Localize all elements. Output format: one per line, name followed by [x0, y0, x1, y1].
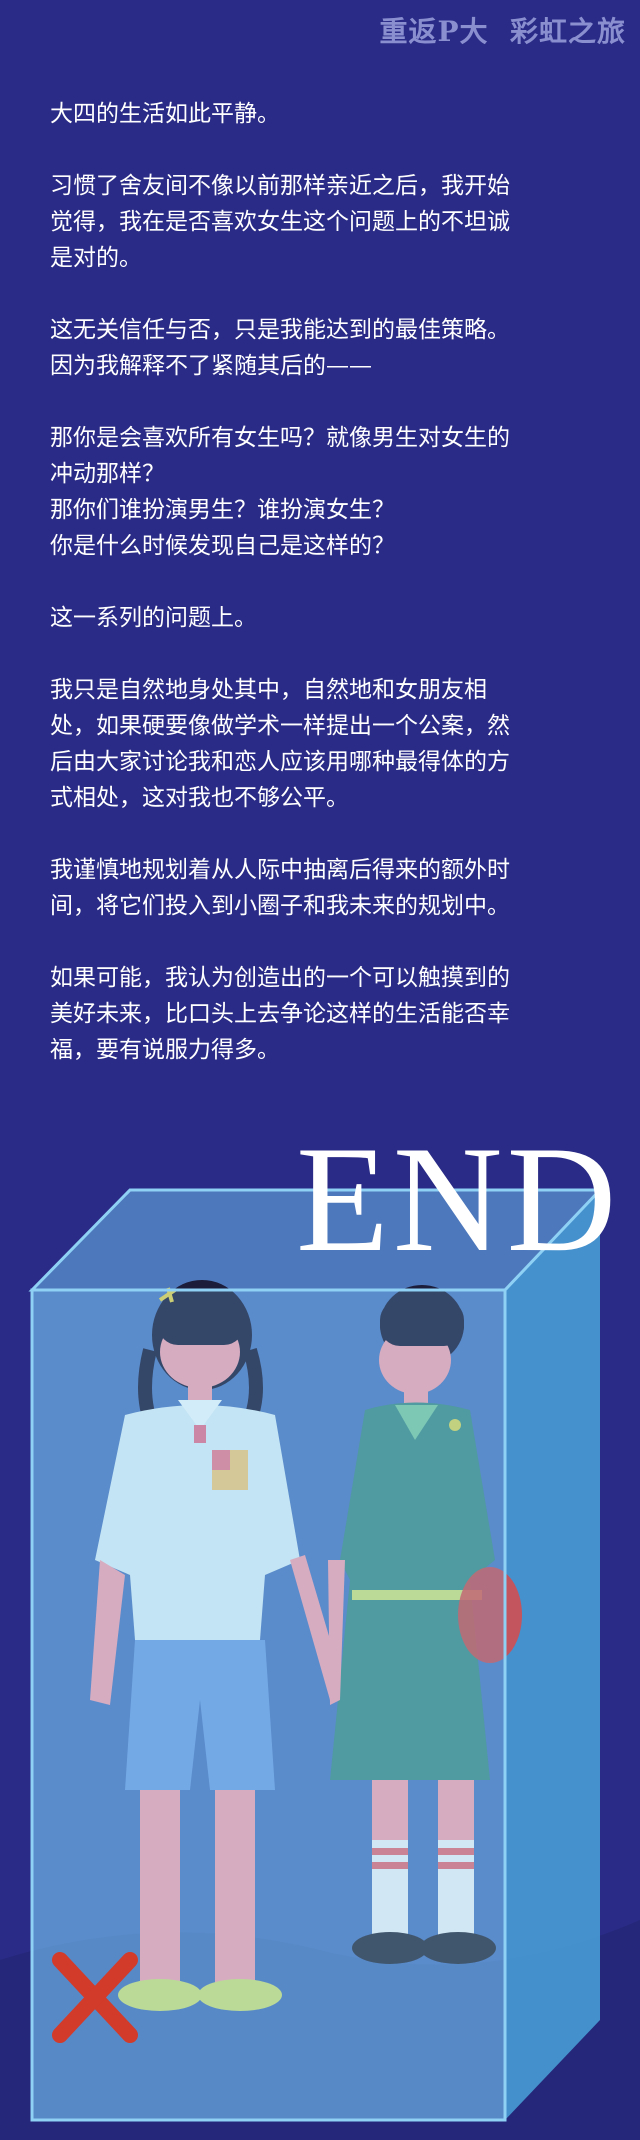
- paragraph: 这无关信任与否，只是我能达到的最佳策略。 因为我解释不了紧随其后的——: [50, 317, 510, 379]
- paragraph: 如果可能，我认为创造出的一个可以触摸到的 美好未来，比口头上去争论这样的生活能否…: [50, 965, 510, 1063]
- red-x-mark: [52, 1952, 138, 2043]
- end-label: END: [296, 1115, 621, 1283]
- couple-in-box-illustration: [0, 1188, 640, 2140]
- paragraph: 那你是会喜欢所有女生吗？就像男生对女生的 冲动那样？ 那你们谁扮演男生？谁扮演女…: [50, 425, 510, 559]
- box-front-top-edge: [28, 1188, 604, 1292]
- paragraph: 我只是自然地身处其中，自然地和女朋友相 处，如果硬要像做学术一样提出一个公案，然…: [50, 677, 510, 811]
- header-title: 重返P大 彩虹之旅: [379, 15, 626, 48]
- paragraph: 习惯了舍友间不像以前那样亲近之后，我开始 觉得，我在是否喜欢女生这个问题上的不坦…: [50, 173, 510, 271]
- left-girl-figure: [90, 1280, 345, 2011]
- paragraph: 这一系列的问题上。: [50, 605, 257, 631]
- box-right-face: [505, 1190, 600, 2120]
- right-girl-figure: [328, 1285, 522, 1964]
- story-text: 大四的生活如此平静。 习惯了舍友间不像以前那样亲近之后，我开始 觉得，我在是否喜…: [50, 96, 595, 1104]
- paragraph: 我谨慎地规划着从人际中抽离后得来的额外时 间，将它们投入到小圈子和我未来的规划中…: [50, 857, 510, 919]
- paragraph: 大四的生活如此平静。: [50, 101, 280, 127]
- box-top-face: [32, 1190, 600, 1290]
